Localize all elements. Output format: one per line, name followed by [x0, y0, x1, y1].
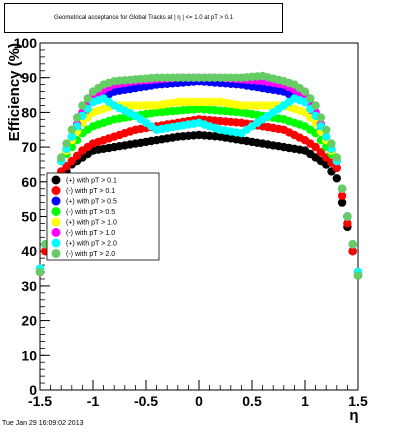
- data-point: [337, 184, 347, 193]
- legend-label: (+) with pT > 0.5: [66, 199, 117, 206]
- data-point: [316, 113, 326, 122]
- axis-ticks: -1.5 -1 -0.5 0 0.5 1 1.5 0 10 20 30 40 50 60 70 80 90 100: [14, 35, 368, 409]
- data-point: [343, 212, 352, 221]
- y-tick-label: 90: [21, 70, 37, 86]
- data-point: [67, 156, 77, 166]
- y-tick-label: 50: [21, 209, 37, 225]
- data-point: [348, 240, 357, 249]
- legend-label: (-) with pT > 0.1: [66, 188, 115, 195]
- data-point: [332, 174, 341, 183]
- x-tick-label: -1.5: [28, 393, 52, 409]
- x-tick-label: 1.5: [348, 393, 368, 409]
- data-point: [327, 139, 336, 148]
- x-tick-label: 0: [195, 393, 203, 409]
- data-point: [316, 148, 326, 157]
- data-point: [332, 153, 341, 162]
- legend-label: (-) with pT > 2.0: [66, 251, 115, 258]
- data-point: [306, 94, 315, 103]
- legend-marker: [51, 186, 61, 195]
- data-point: [311, 101, 320, 110]
- timestamp: Tue Jan 29 16:09:02 2013: [2, 420, 84, 427]
- legend-marker: [51, 249, 61, 258]
- legend-label: (+) with pT > 1.0: [66, 220, 117, 227]
- y-axis-title: Efficiency (%): [6, 43, 23, 141]
- data-point: [72, 151, 82, 160]
- legend-marker: [51, 228, 61, 237]
- data-point: [78, 101, 87, 110]
- data-point: [67, 132, 77, 141]
- y-tick-label: 30: [21, 278, 37, 294]
- data-point: [332, 163, 341, 173]
- data-point: [348, 247, 357, 256]
- data-point: [62, 139, 71, 148]
- data-point: [62, 162, 71, 171]
- data-point: [337, 191, 347, 200]
- data-point: [83, 94, 92, 103]
- legend-marker: [51, 217, 61, 227]
- legend: (+) with pT > 0.1 (-) with pT > 0.1 (+) wi…: [46, 172, 160, 261]
- y-tick-label: 100: [14, 35, 38, 51]
- x-tick-label: -1: [87, 393, 100, 409]
- data-point: [67, 125, 77, 134]
- data-point: [337, 198, 347, 207]
- legend-marker: [51, 207, 61, 216]
- y-tick-label: 80: [21, 104, 37, 120]
- legend-marker: [51, 175, 61, 185]
- legend-marker: [51, 196, 61, 206]
- x-tick-label: 1: [301, 393, 309, 409]
- data-point: [300, 87, 310, 96]
- y-tick-label: 0: [29, 382, 37, 398]
- data-point: [322, 132, 331, 141]
- chart-title: Geometrical acceptance for Global Tracks…: [54, 15, 233, 21]
- legend-label: (+) with pT > 0.1: [66, 178, 117, 185]
- y-tick-label: 10: [21, 347, 37, 363]
- legend-box: [46, 172, 160, 261]
- data-point: [57, 153, 66, 162]
- data-point: [322, 125, 331, 134]
- data-point: [35, 267, 45, 277]
- y-tick-label: 20: [21, 313, 37, 329]
- legend-label: (+) with pT > 2.0: [66, 241, 117, 248]
- y-tick-label: 60: [21, 174, 37, 190]
- data-point: [353, 271, 363, 280]
- x-tick-label: -0.5: [134, 393, 158, 409]
- legend-label: (-) with pT > 0.5: [66, 209, 115, 216]
- chart-title-box: Geometrical acceptance for Global Tracks…: [4, 3, 283, 33]
- y-tick-label: 70: [21, 139, 37, 155]
- legend-label: (-) with pT > 1.0: [66, 230, 115, 237]
- x-axis-title: η: [349, 407, 358, 424]
- data-point: [72, 113, 82, 122]
- data-point: [311, 142, 320, 152]
- legend-marker: [51, 238, 61, 248]
- x-tick-label: 0.5: [242, 393, 262, 409]
- y-tick-label: 40: [21, 243, 37, 259]
- data-point: [343, 219, 352, 228]
